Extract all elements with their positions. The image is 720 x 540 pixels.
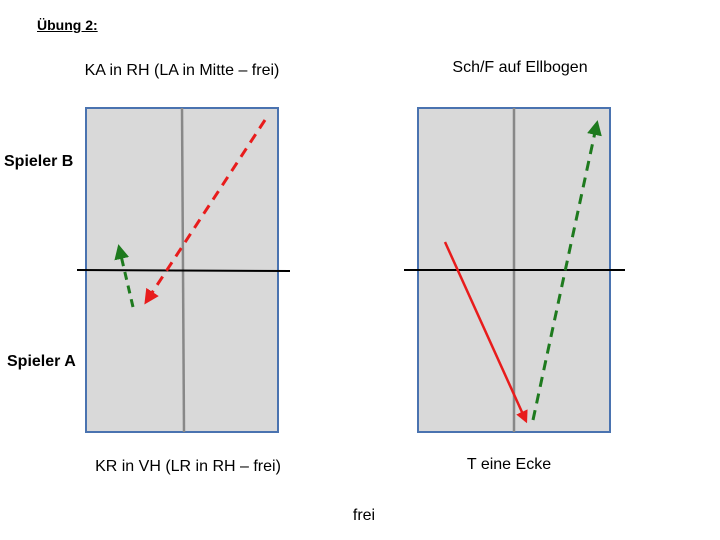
player-label: Spieler A: [7, 353, 76, 370]
diagram-bottom-label: T eine Ecke: [466, 456, 552, 473]
diagram-bottom-label: KR in VH (LR in RH – frei): [95, 458, 281, 475]
table-right: [404, 107, 625, 433]
table-left: [76, 107, 291, 433]
player-label: Spieler B: [4, 153, 74, 170]
title: Übung 2:: [37, 17, 98, 33]
footer: frei: [352, 507, 376, 524]
diagram-top-label: Sch/F auf Ellbogen: [452, 59, 588, 76]
diagram-top-label: KA in RH (LA in Mitte – frei): [84, 62, 280, 79]
